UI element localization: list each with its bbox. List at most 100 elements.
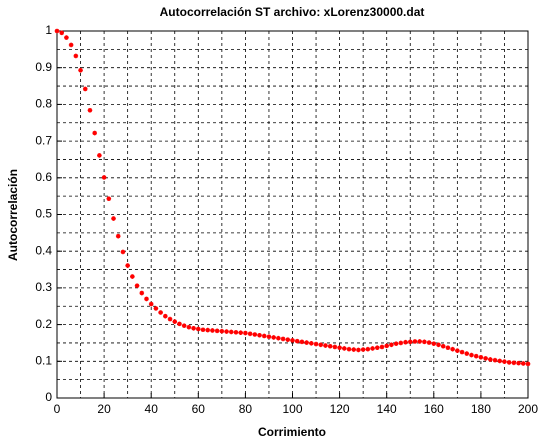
data-point (440, 343, 446, 349)
data-point (304, 340, 309, 345)
data-point (483, 356, 488, 361)
data-point (158, 310, 163, 315)
y-tick-label: 0.5 (35, 207, 52, 221)
data-point (73, 53, 79, 59)
data-point (469, 352, 474, 358)
x-tick-label: 80 (239, 402, 253, 416)
data-point (181, 323, 187, 329)
x-tick-label: 140 (377, 402, 397, 416)
data-point (346, 346, 352, 352)
data-point (130, 274, 135, 279)
data-point (398, 340, 404, 346)
data-point (82, 86, 88, 92)
x-tick-label: 40 (145, 402, 159, 416)
data-point (450, 346, 455, 352)
chart-title: Autocorrelación ST archivo: xLorenz30000… (160, 5, 425, 19)
data-point (299, 339, 305, 345)
data-point (393, 341, 399, 346)
data-point (502, 359, 507, 364)
data-point (459, 349, 465, 355)
data-point (294, 338, 300, 344)
data-point (516, 360, 521, 366)
data-point (290, 338, 295, 343)
data-point (261, 333, 267, 339)
data-point (417, 339, 422, 344)
x-tick-label: 120 (330, 402, 350, 416)
data-point (389, 342, 394, 348)
data-point (196, 326, 201, 332)
y-tick-label: 0.4 (35, 243, 52, 257)
data-point (309, 341, 314, 346)
x-axis-label: Corrimiento (258, 425, 326, 439)
data-point (342, 346, 347, 351)
x-tick-label: 60 (192, 402, 206, 416)
data-point (172, 319, 178, 324)
y-axis-label: Autocorrelación (6, 169, 20, 261)
data-point (431, 341, 437, 346)
x-tick-label: 20 (97, 402, 111, 416)
data-point (426, 340, 432, 345)
data-point (356, 347, 361, 353)
data-point (370, 346, 375, 351)
data-point (153, 306, 159, 311)
data-point (436, 342, 441, 348)
data-point (384, 343, 389, 349)
data-point (224, 329, 229, 334)
y-tick-label: 0.9 (35, 60, 52, 74)
data-point (313, 341, 319, 347)
data-point (144, 296, 149, 302)
data-point (54, 28, 60, 34)
data-point (92, 130, 97, 136)
y-tick-label: 0.3 (35, 280, 52, 294)
data-point (360, 347, 366, 352)
data-point (101, 175, 107, 180)
data-point (59, 30, 65, 36)
data-point (134, 283, 140, 288)
data-point (148, 301, 154, 307)
data-point (205, 327, 211, 333)
data-point (412, 339, 418, 344)
data-point (163, 313, 168, 319)
x-tick-label: 0 (54, 402, 61, 416)
data-point (252, 332, 258, 337)
data-point (87, 107, 93, 113)
data-point (191, 325, 196, 331)
data-point (445, 345, 451, 351)
data-point (78, 67, 83, 73)
data-point (167, 316, 173, 322)
data-point (280, 336, 286, 342)
data-point (214, 328, 220, 334)
data-point (464, 351, 470, 356)
data-point (276, 335, 281, 341)
data-point (111, 216, 116, 221)
data-point (478, 354, 484, 360)
data-point (379, 344, 385, 350)
data-point (422, 339, 427, 345)
x-tick-label: 100 (282, 402, 302, 416)
data-point (407, 339, 413, 345)
data-point (351, 347, 357, 352)
axes-box (56, 30, 529, 399)
x-tick-label: 200 (518, 402, 538, 416)
data-point (186, 324, 192, 330)
data-point (106, 196, 112, 202)
y-tick-label: 0 (45, 390, 52, 404)
data-point (511, 360, 517, 366)
data-point (285, 337, 291, 342)
data-point (365, 346, 371, 352)
y-tick-label: 0.8 (35, 97, 52, 111)
data-point (120, 249, 126, 255)
data-point (403, 339, 408, 345)
y-tick-label: 0.1 (35, 353, 52, 367)
data-point (200, 327, 206, 333)
data-point (125, 263, 130, 268)
y-tick-label: 0.7 (35, 133, 52, 147)
data-point (374, 345, 380, 351)
data-point (257, 332, 262, 338)
data-point (520, 361, 526, 366)
data-point (139, 290, 145, 296)
data-point (210, 328, 215, 333)
data-point (68, 42, 74, 48)
data-point (473, 353, 479, 359)
x-tick-label: 160 (424, 402, 444, 416)
